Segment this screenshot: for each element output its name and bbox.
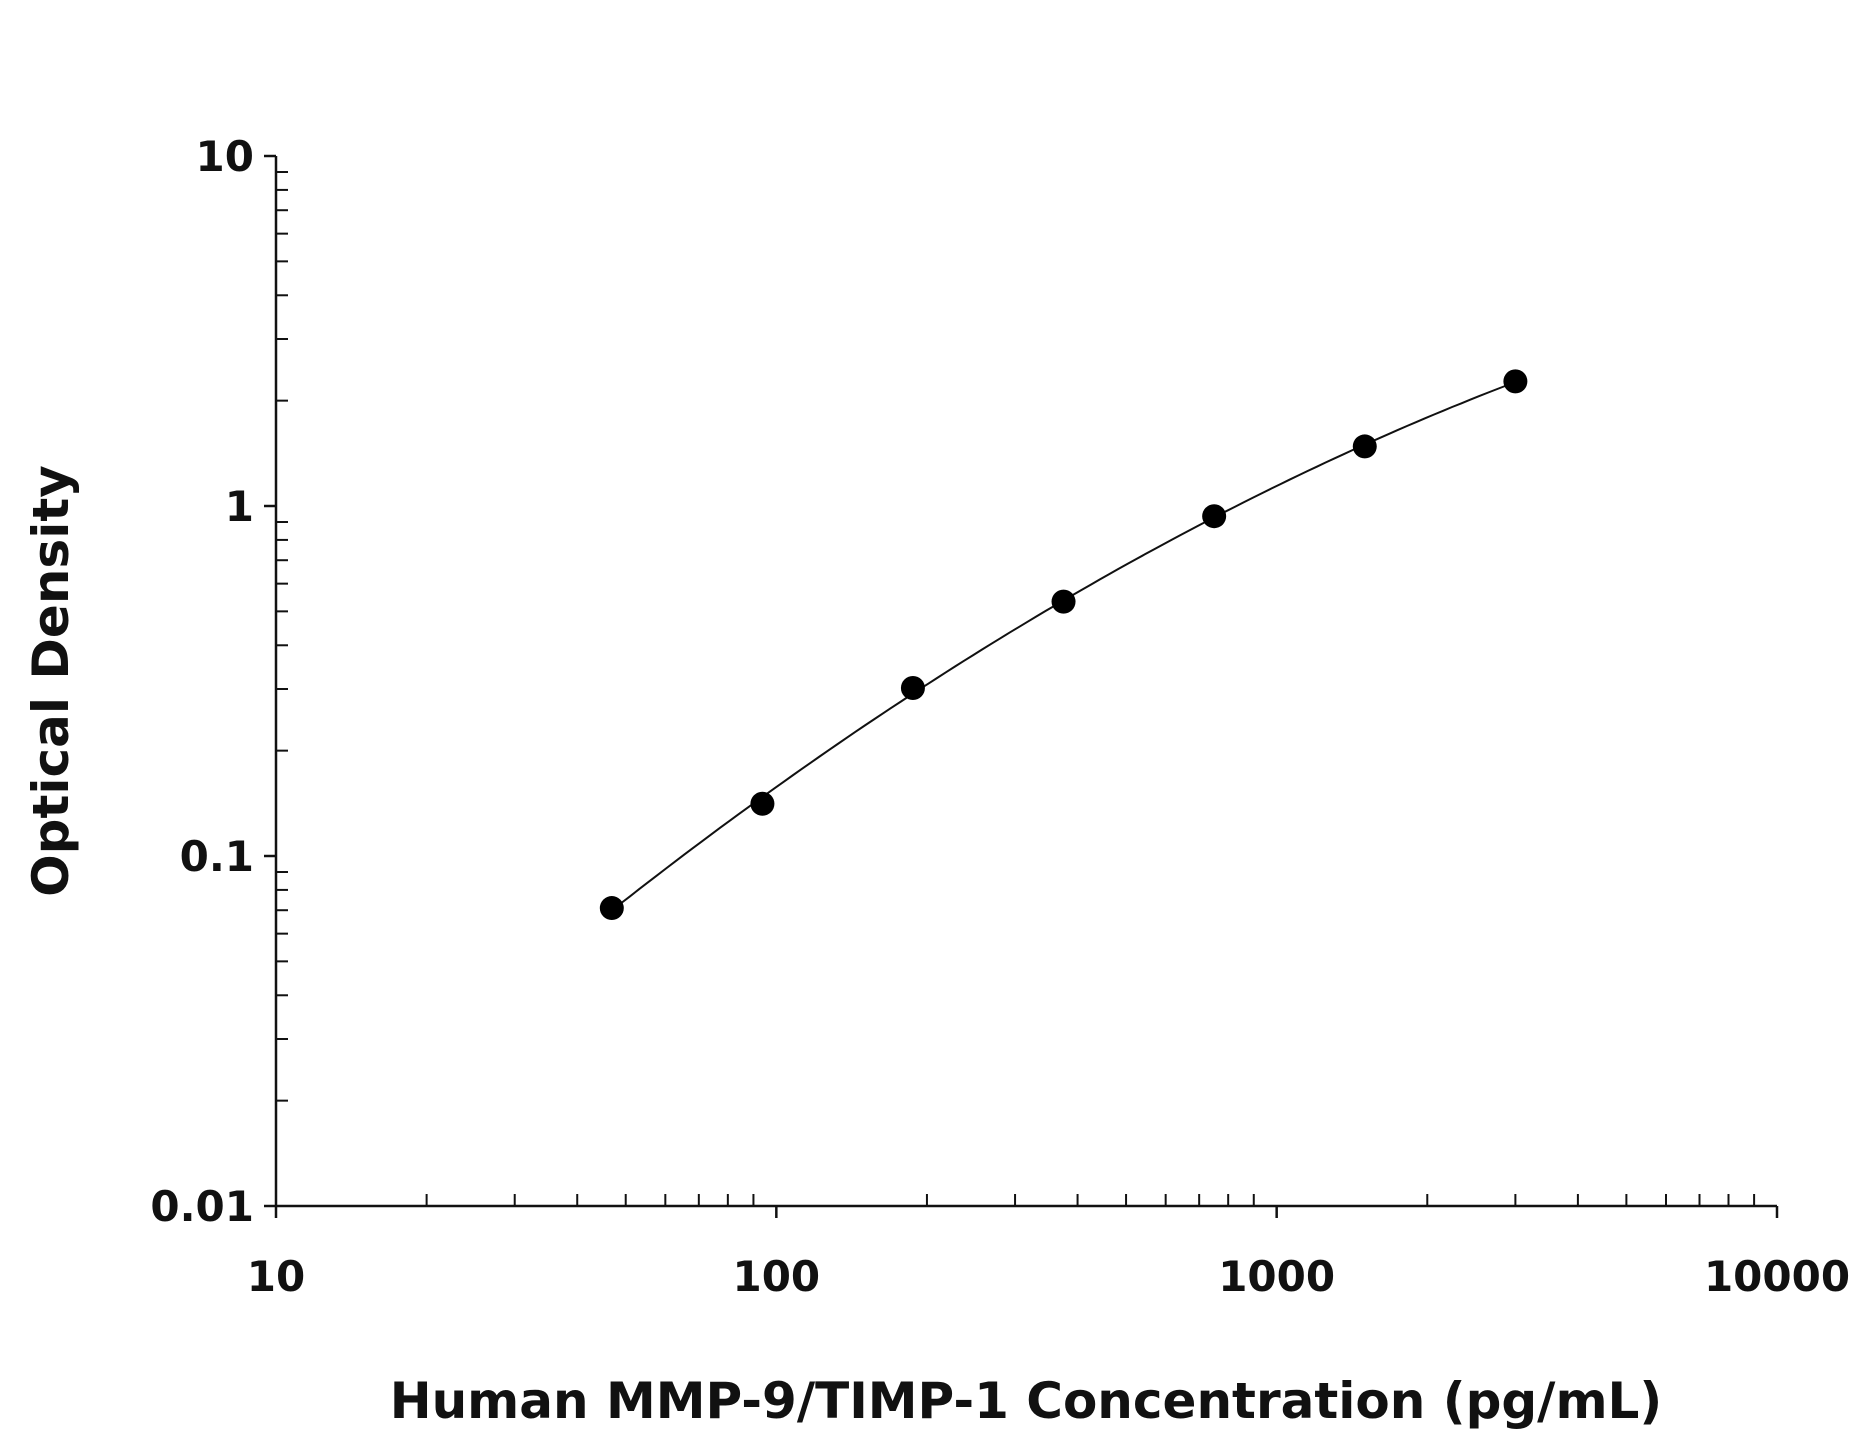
x-axis-label: Human MMP-9/TIMP-1 Concentration (pg/mL)	[390, 1372, 1663, 1430]
data-point	[1202, 504, 1227, 529]
x-tick-label: 10000	[1704, 1252, 1850, 1301]
data-point	[599, 896, 624, 921]
data-point	[1352, 434, 1377, 459]
data-point	[1051, 589, 1076, 614]
y-tick-label: 10	[196, 132, 254, 181]
fit-curve	[611, 381, 1516, 912]
y-tick-label: 1	[225, 482, 254, 531]
x-tick-label: 100	[732, 1252, 820, 1301]
data-point	[900, 675, 925, 700]
axes	[264, 154, 1779, 1218]
data-points	[599, 369, 1528, 921]
x-tick-label: 10	[247, 1252, 305, 1301]
data-point	[750, 791, 775, 816]
data-point	[1503, 369, 1528, 394]
tick-labels: 0.01 0.1 1 10 10 100 1000 10000	[150, 132, 1850, 1301]
x-tick-label: 1000	[1218, 1252, 1335, 1301]
y-axis-label: Optical Density	[22, 465, 80, 897]
y-tick-label: 0.1	[180, 832, 254, 881]
y-tick-label: 0.01	[150, 1182, 254, 1231]
